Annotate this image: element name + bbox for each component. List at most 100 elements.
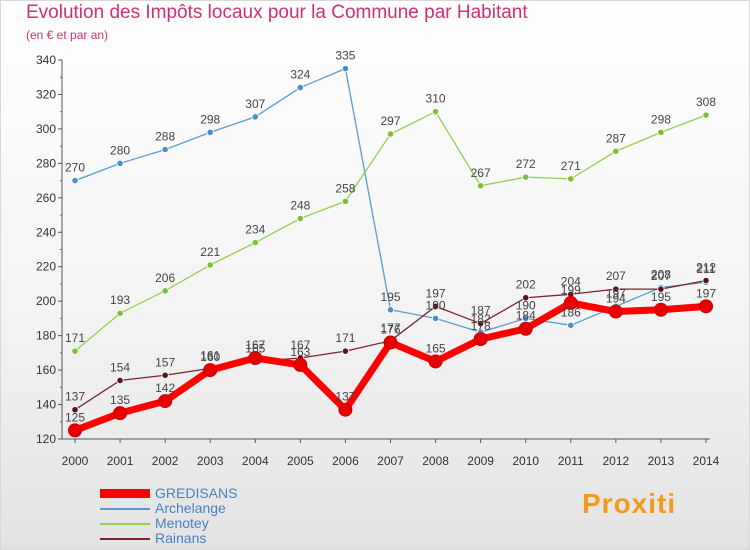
y-tick-label: 260: [36, 191, 56, 205]
y-axis: 120 140 160 180 200 220 240 260 280 300 320 340: [36, 53, 63, 446]
data-point: [386, 306, 395, 314]
data-label: 125: [65, 410, 85, 424]
data-point: [251, 239, 259, 247]
data-label: 298: [200, 112, 220, 126]
data-label: 157: [155, 355, 175, 369]
x-tick-label: 2006: [332, 454, 359, 468]
data-point: [612, 285, 620, 293]
data-point: [653, 302, 668, 317]
data-point: [563, 295, 578, 310]
data-label: 190: [426, 298, 446, 312]
data-label: 160: [200, 350, 220, 364]
data-label: 221: [200, 245, 220, 259]
data-label: 193: [110, 293, 130, 307]
data-point: [206, 261, 214, 269]
data-label: 195: [380, 290, 400, 304]
data-label: 248: [290, 198, 310, 212]
y-tick-label: 120: [36, 432, 56, 446]
data-label: 335: [335, 49, 355, 63]
data-label: 197: [606, 286, 626, 300]
x-tick-label: 2004: [242, 454, 269, 468]
data-label: 163: [290, 345, 310, 359]
y-tick-label: 160: [36, 363, 56, 377]
data-label: 186: [561, 305, 581, 319]
data-point: [158, 394, 173, 409]
y-tick-label: 220: [36, 260, 56, 274]
data-label: 287: [606, 131, 626, 145]
data-label: 187: [471, 304, 491, 318]
data-point: [161, 145, 169, 154]
x-tick-label: 2003: [197, 454, 224, 468]
legend-swatch: [100, 489, 150, 498]
data-label: 202: [516, 278, 536, 292]
legend-swatch: [100, 538, 150, 540]
legend-item: Menotey: [100, 515, 320, 531]
data-label: 171: [335, 331, 355, 345]
data-point: [113, 406, 128, 421]
data-point: [702, 276, 710, 285]
chart-title: Evolution des Impôts locaux pour la Comm…: [26, 2, 528, 23]
data-label: 297: [380, 114, 400, 128]
x-axis: 2000 2001 2002 2003 2004 2005 2006 2007 2008 2009…: [62, 438, 720, 468]
x-tick-label: 2002: [152, 454, 179, 468]
data-label: 197: [696, 286, 716, 300]
data-label: 177: [380, 321, 400, 335]
data-point: [251, 113, 259, 121]
data-point: [522, 314, 530, 323]
data-label: 258: [335, 181, 355, 195]
legend-label: GREDISANS: [155, 485, 238, 501]
data-point: [657, 128, 665, 136]
legend-label: Menotey: [155, 515, 209, 531]
data-label: 171: [65, 331, 85, 345]
data-point: [68, 423, 82, 438]
data-label: 234: [245, 223, 265, 237]
data-label: 207: [606, 269, 626, 283]
legend-item: Rainans: [100, 530, 320, 546]
data-point: [518, 321, 533, 336]
data-label: 190: [516, 298, 536, 312]
data-point: [612, 147, 620, 155]
data-point: [248, 351, 263, 366]
data-point: [431, 108, 440, 116]
data-point: [428, 354, 443, 369]
data-point: [473, 332, 488, 347]
data-point: [71, 176, 79, 185]
x-tick-label: 2000: [62, 454, 89, 468]
data-label: 271: [561, 159, 581, 173]
data-point: [431, 314, 440, 323]
y-tick-label: 340: [36, 53, 56, 67]
data-label: 165: [426, 341, 446, 355]
x-tick-label: 2008: [422, 454, 449, 468]
data-label: 165: [245, 341, 265, 355]
data-point: [206, 128, 214, 136]
data-point: [699, 299, 713, 314]
y-tick-label: 200: [36, 294, 56, 308]
data-label: 204: [561, 274, 581, 288]
data-label: 154: [110, 360, 130, 374]
y-tick-label: 180: [36, 329, 56, 343]
data-point: [296, 83, 304, 92]
legend-swatch: [100, 523, 150, 525]
x-tick-label: 2011: [558, 454, 584, 468]
y-tick-label: 280: [36, 156, 56, 170]
data-point: [567, 175, 575, 183]
data-label: 288: [155, 130, 175, 144]
series-gredisans: [68, 295, 713, 438]
data-label: 199: [561, 283, 581, 297]
data-point: [161, 287, 169, 295]
data-label: 324: [290, 68, 310, 82]
data-label: 137: [65, 390, 85, 404]
data-label: 307: [245, 97, 265, 111]
data-label: 208: [651, 267, 671, 281]
legend-label: Rainans: [155, 530, 207, 546]
data-label: 206: [155, 271, 175, 285]
data-point: [293, 357, 308, 372]
data-point: [71, 406, 79, 414]
data-point: [522, 173, 530, 181]
legend-label: Archelange: [155, 500, 226, 516]
data-label: 197: [426, 286, 446, 300]
data-point: [702, 111, 710, 119]
data-label: 272: [516, 157, 536, 171]
